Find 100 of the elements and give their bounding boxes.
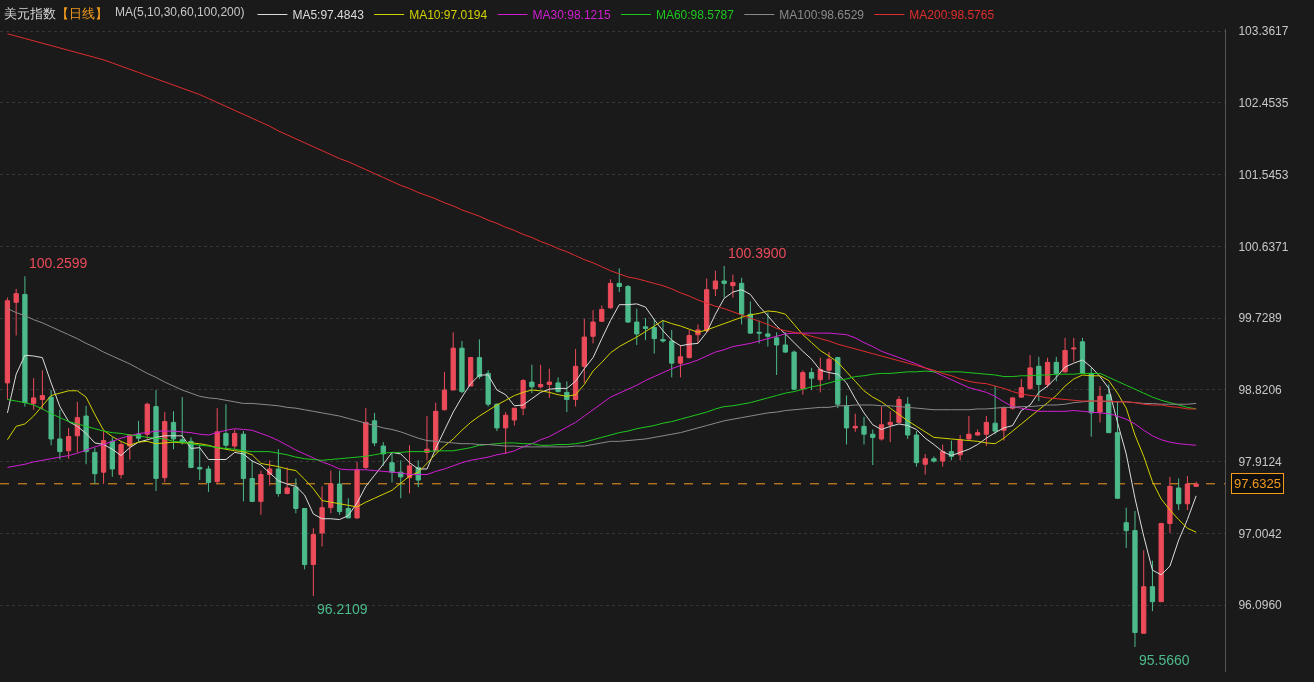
candlestick — [275, 448, 282, 498]
candlestick — [739, 277, 745, 325]
legend-label: MA5:97.4843 — [292, 8, 365, 23]
candlestick — [1123, 507, 1129, 549]
candlestick — [144, 402, 150, 440]
candlestick — [284, 466, 290, 495]
candlestick — [808, 367, 815, 391]
candlestick — [922, 453, 928, 476]
candlestick — [1097, 385, 1103, 423]
legend-label: MA100:98.6529 — [779, 8, 865, 23]
candlestick — [1193, 481, 1199, 487]
candlestick — [555, 376, 561, 393]
candlestick — [1062, 337, 1068, 374]
candlestick — [485, 369, 491, 408]
y-tick-label: 102.4535 — [1238, 96, 1289, 111]
candlestick — [371, 412, 378, 447]
candlestick — [197, 444, 203, 481]
candlestick — [1149, 560, 1156, 612]
candlestick — [65, 427, 72, 460]
candlestick — [13, 288, 19, 336]
candlestick — [398, 459, 404, 499]
candlestick — [817, 357, 823, 393]
candlestick — [1071, 337, 1077, 363]
candlestick — [319, 485, 325, 547]
candlestick — [476, 338, 483, 380]
candlestick — [625, 284, 631, 324]
candlestick — [240, 430, 247, 502]
candlestick — [966, 415, 972, 442]
y-tick-label: 103.3617 — [1238, 24, 1289, 39]
line-series — [6, 33, 1197, 410]
line-series — [6, 289, 1197, 576]
candlestick — [363, 407, 369, 470]
candlestick — [293, 477, 299, 514]
candlestick — [179, 396, 185, 445]
line-series — [6, 332, 1197, 476]
candlestick — [1184, 475, 1191, 511]
candlestick — [1167, 476, 1173, 534]
candlestick — [503, 411, 509, 455]
candlestick — [607, 278, 614, 310]
candlestick — [590, 309, 596, 344]
candlestick — [782, 331, 788, 354]
candlestick — [22, 275, 28, 408]
candlestick — [843, 395, 850, 445]
candlestick — [887, 410, 893, 443]
candlestick — [494, 402, 500, 432]
candlestick — [1158, 522, 1164, 603]
candlestick — [870, 428, 876, 466]
candlestick — [4, 297, 11, 400]
candlestick — [852, 413, 858, 433]
legend-label: MA30:98.1215 — [532, 8, 611, 23]
candlestick — [931, 455, 937, 464]
line-series — [6, 310, 1197, 533]
candlestick — [57, 409, 63, 461]
candlestick — [92, 447, 98, 485]
candlestick — [616, 267, 622, 293]
candlestick — [1176, 477, 1182, 511]
candlestick — [205, 465, 212, 493]
text: 96.2109 — [317, 601, 368, 617]
candlestick — [223, 403, 229, 450]
legend-label: MA60:98.5787 — [655, 8, 735, 23]
y-tick-label: 99.7289 — [1238, 311, 1283, 326]
candlestick — [712, 270, 719, 297]
candlestick — [975, 428, 981, 437]
candlestick — [642, 317, 649, 341]
candlestick — [1114, 400, 1121, 500]
candlestick — [634, 308, 640, 346]
text: 100.2599 — [29, 255, 88, 271]
chart-subtitle: 【日线】 — [55, 5, 108, 21]
candlestick — [232, 428, 238, 450]
candlestick — [940, 444, 946, 468]
candlestick — [756, 319, 762, 344]
candlestick — [677, 344, 684, 378]
candlestick — [1027, 354, 1033, 391]
candlestick — [651, 318, 657, 355]
candlestick — [686, 329, 692, 359]
candlestick — [791, 350, 797, 391]
legend-label: MA10:97.0194 — [409, 8, 488, 23]
candlestick — [861, 416, 867, 445]
candlestick — [983, 415, 990, 447]
candlestick — [310, 527, 316, 597]
candlestick — [389, 451, 395, 483]
candlestick — [537, 364, 544, 389]
candlestick — [660, 319, 666, 344]
y-tick-label: 98.8206 — [1238, 383, 1283, 398]
y-tick-label: 100.6371 — [1238, 239, 1289, 254]
candlestick — [441, 371, 448, 412]
candlestick — [249, 459, 255, 503]
candlestick — [581, 318, 587, 384]
text: 95.5660 — [1139, 652, 1190, 668]
candlestick — [214, 407, 220, 485]
y-tick-label: 101.5453 — [1238, 167, 1289, 182]
candlestick — [48, 389, 54, 446]
y-tick-label: 96.0960 — [1238, 598, 1283, 613]
text: 100.3900 — [728, 245, 787, 261]
candlestick — [1132, 510, 1138, 648]
candlestick — [328, 470, 334, 514]
candlestick — [336, 470, 343, 516]
candlestick — [100, 430, 107, 485]
candlestick — [529, 364, 535, 394]
candlestick — [39, 369, 46, 411]
